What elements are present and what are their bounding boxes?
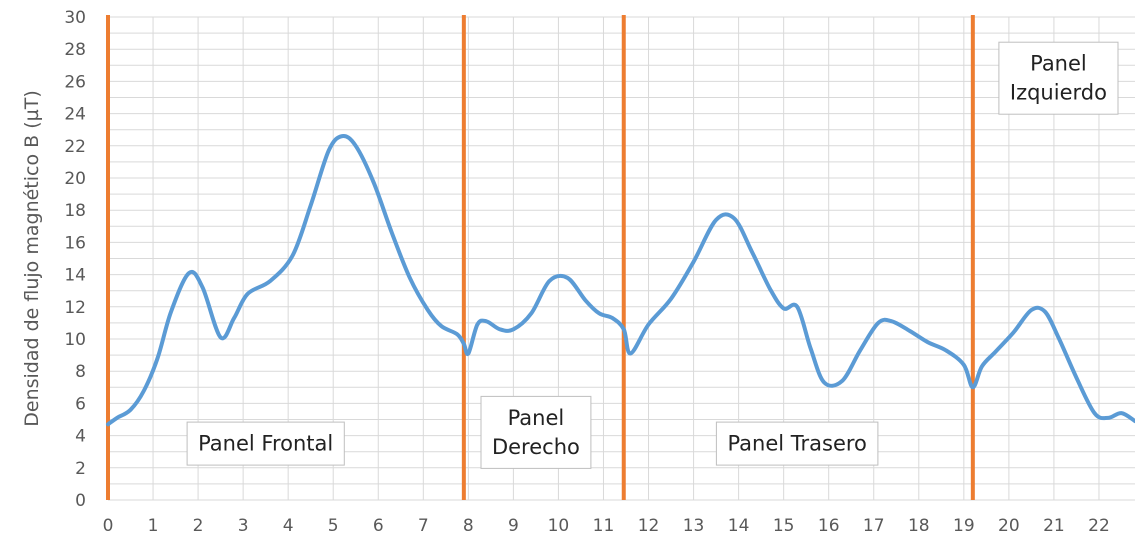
y-tick-label: 0 — [75, 491, 86, 511]
x-tick-label: 0 — [103, 516, 114, 536]
x-tick-label: 22 — [1088, 516, 1110, 536]
x-tick-label: 20 — [998, 516, 1020, 536]
y-tick-label: 4 — [75, 427, 86, 447]
y-tick-label: 6 — [75, 394, 86, 414]
annotation-text: Panel Frontal — [198, 432, 333, 456]
annotation-text: Panel Trasero — [727, 432, 866, 456]
series-line — [106, 133, 1135, 427]
annotation-label: Panel Derecho — [480, 395, 592, 469]
y-axis-label: Densidad de flujo magnético B (µT) — [21, 90, 43, 426]
x-tick-label: 6 — [373, 516, 384, 536]
annotation-text: Izquierdo — [1010, 81, 1107, 105]
x-tick-label: 3 — [238, 516, 249, 536]
annotations: Panel Frontal Panel Derecho Panel Trasero Pa… — [186, 41, 1119, 469]
x-tick-label: 13 — [683, 516, 705, 536]
x-tick-label: 5 — [328, 516, 339, 536]
y-tick-label: 26 — [64, 72, 86, 92]
annotation-label: Panel Trasero — [715, 421, 879, 466]
annotation-box — [998, 41, 1119, 115]
x-tick-label: 16 — [818, 516, 840, 536]
y-tick-label: 14 — [64, 266, 86, 286]
x-tick-label: 14 — [728, 516, 750, 536]
x-tick-label: 18 — [908, 516, 930, 536]
y-tick-label: 2 — [75, 459, 86, 479]
y-tick-label: 10 — [64, 330, 86, 350]
annotation-text: Panel — [1030, 52, 1087, 76]
y-tick-label: 18 — [64, 201, 86, 221]
x-tick-label: 7 — [418, 516, 429, 536]
y-tick-label: 24 — [64, 105, 86, 125]
x-tick-label: 11 — [593, 516, 615, 536]
annotation-label: Panel Izquierdo — [998, 41, 1119, 115]
y-tick-label: 22 — [64, 137, 86, 157]
panel-dividers — [106, 15, 975, 500]
y-tick-label: 30 — [64, 8, 86, 28]
annotation-box — [480, 395, 592, 469]
x-tick-label: 17 — [863, 516, 885, 536]
annotation-label: Panel Frontal — [186, 421, 345, 466]
y-tick-label: 8 — [75, 362, 86, 382]
x-tick-label: 19 — [953, 516, 975, 536]
annotation-text: Derecho — [492, 435, 580, 459]
x-tick-label: 12 — [638, 516, 660, 536]
x-tick-label: 4 — [283, 516, 294, 536]
y-tick-label: 20 — [64, 169, 86, 189]
x-tick-label: 8 — [463, 516, 474, 536]
y-tick-label: 16 — [64, 233, 86, 253]
x-tick-label: 1 — [148, 516, 159, 536]
x-tick-label: 21 — [1043, 516, 1065, 536]
y-tick-label: 12 — [64, 298, 86, 318]
x-tick-label: 9 — [508, 516, 519, 536]
y-tick-label: 28 — [64, 40, 86, 60]
annotation-box — [186, 421, 345, 466]
grid — [107, 16, 1135, 501]
x-tick-label: 10 — [548, 516, 570, 536]
annotation-box — [715, 421, 879, 466]
x-tick-label: 2 — [193, 516, 204, 536]
x-axis-ticks: 0 1 2 3 4 5 6 7 8 9 10 11 12 13 14 15 16 17 18 19 20 21 22 — [103, 516, 1110, 536]
x-tick-label: 15 — [773, 516, 795, 536]
annotation-text: Panel — [508, 406, 565, 430]
